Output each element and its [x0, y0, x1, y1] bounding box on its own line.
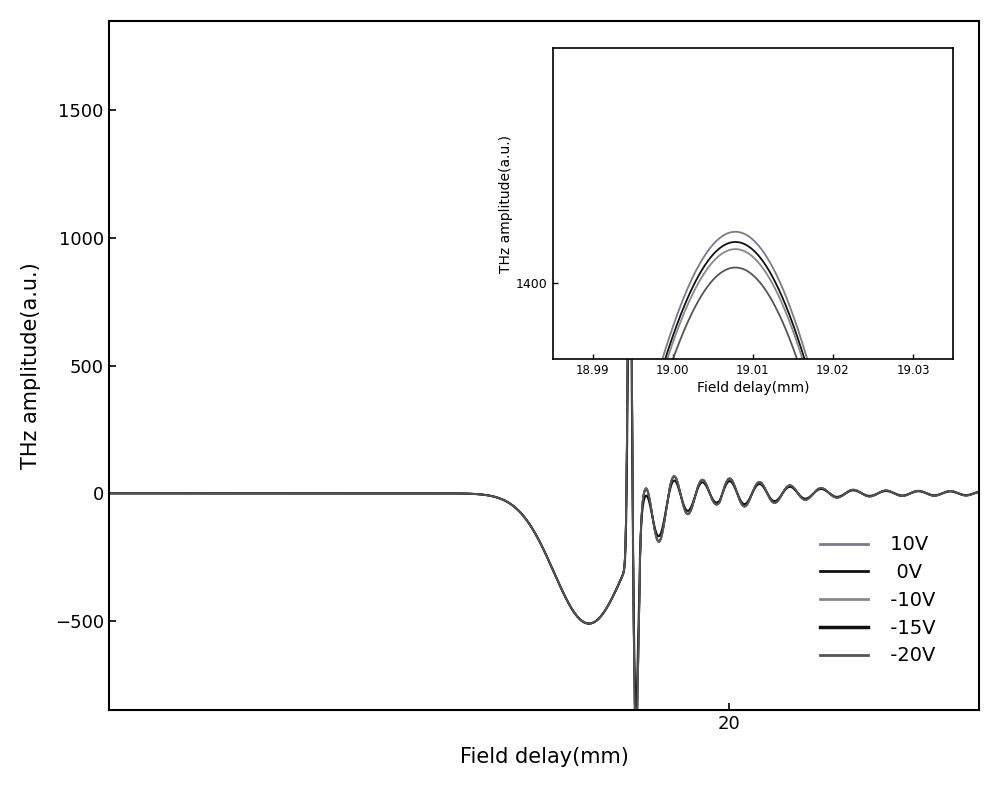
-15V: [819, 485, 831, 495]
Line: -20V: -20V: [109, 129, 979, 738]
0V: [669, 472, 681, 481]
-15V: [435, 489, 447, 498]
-15V: [261, 489, 273, 498]
-20V: [435, 489, 447, 498]
-10V: [625, 203, 637, 213]
-20V: [103, 489, 115, 498]
10V: [753, 478, 765, 487]
-15V: [625, 265, 637, 274]
0V: [624, 113, 636, 123]
-10V: [669, 472, 681, 481]
0V: [753, 478, 765, 487]
-10V: [435, 489, 447, 498]
-20V: [753, 478, 765, 487]
10V: [819, 485, 831, 494]
-15V: [103, 489, 115, 498]
0V: [625, 201, 637, 210]
-15V: [753, 479, 765, 489]
-15V: [669, 476, 681, 485]
-20V: [624, 125, 636, 134]
-10V: [624, 117, 636, 126]
-10V: [973, 487, 985, 496]
0V: [435, 489, 447, 498]
-15V: [624, 194, 636, 203]
-10V: [630, 736, 642, 745]
-20V: [261, 489, 273, 498]
-20V: [625, 210, 637, 219]
Line: -15V: -15V: [109, 199, 979, 707]
-20V: [973, 487, 985, 496]
0V: [630, 738, 642, 747]
-15V: [973, 487, 985, 496]
10V: [630, 739, 642, 749]
Legend:  10V,   0V,  -10V,  -15V,  -20V: 10V, 0V, -10V, -15V, -20V: [812, 527, 943, 673]
-10V: [819, 485, 831, 494]
-10V: [261, 489, 273, 498]
0V: [261, 489, 273, 498]
10V: [261, 489, 273, 498]
-15V: [630, 702, 642, 712]
X-axis label: Field delay(mm): Field delay(mm): [460, 747, 628, 768]
-20V: [669, 473, 681, 482]
-20V: [630, 733, 642, 742]
10V: [625, 197, 637, 206]
10V: [103, 489, 115, 498]
-20V: [819, 485, 831, 494]
Line: -10V: -10V: [109, 121, 979, 741]
Y-axis label: THz amplitude(a.u.): THz amplitude(a.u.): [21, 262, 41, 469]
10V: [669, 472, 681, 481]
-10V: [103, 489, 115, 498]
10V: [973, 487, 985, 496]
10V: [624, 110, 636, 119]
10V: [435, 489, 447, 498]
0V: [103, 489, 115, 498]
Line: 10V: 10V: [109, 114, 979, 744]
0V: [973, 487, 985, 496]
0V: [819, 485, 831, 494]
Line: 0V: 0V: [109, 118, 979, 742]
-10V: [753, 478, 765, 487]
